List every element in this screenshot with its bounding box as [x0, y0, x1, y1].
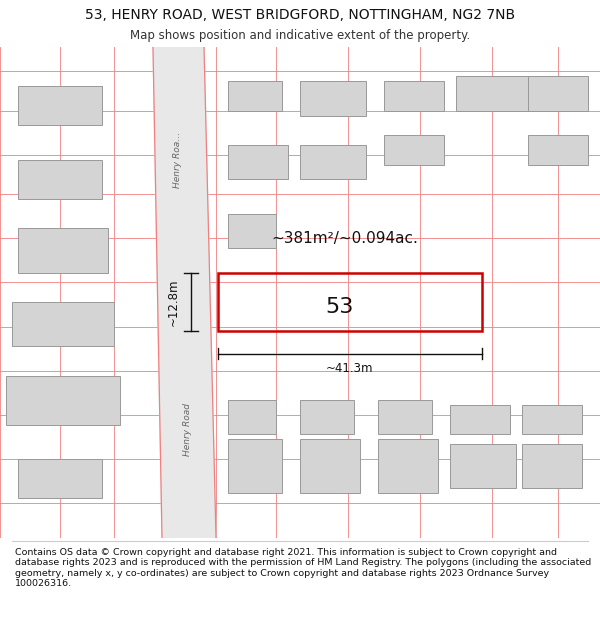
Text: ~381m²/~0.094ac.: ~381m²/~0.094ac. — [271, 231, 418, 246]
Bar — [228, 214, 276, 248]
Bar — [18, 459, 102, 498]
Text: Contains OS data © Crown copyright and database right 2021. This information is : Contains OS data © Crown copyright and d… — [15, 548, 591, 588]
Bar — [450, 405, 510, 434]
Bar — [18, 160, 102, 199]
Text: Henry Road: Henry Road — [182, 403, 192, 456]
Bar — [522, 405, 582, 434]
Bar — [300, 145, 366, 179]
Bar — [228, 145, 288, 179]
Bar — [450, 444, 516, 489]
Text: ~41.3m: ~41.3m — [326, 362, 374, 376]
Bar — [12, 302, 114, 346]
Text: 53: 53 — [325, 297, 353, 317]
Bar — [18, 228, 108, 272]
Bar — [228, 439, 282, 493]
Bar — [18, 86, 102, 126]
Bar — [456, 76, 528, 111]
Bar — [378, 400, 432, 434]
Bar — [300, 81, 366, 116]
Bar — [384, 81, 444, 111]
Bar — [384, 135, 444, 164]
Bar — [522, 444, 582, 489]
Bar — [378, 439, 438, 493]
Bar — [528, 76, 588, 111]
Bar — [528, 135, 588, 164]
Text: ~12.8m: ~12.8m — [167, 278, 180, 326]
Bar — [300, 439, 360, 493]
Polygon shape — [153, 47, 216, 538]
Bar — [228, 81, 282, 111]
Bar — [218, 272, 482, 331]
Text: Map shows position and indicative extent of the property.: Map shows position and indicative extent… — [130, 29, 470, 42]
Bar — [6, 376, 120, 424]
Bar — [300, 400, 354, 434]
Bar — [228, 400, 276, 434]
Text: 53, HENRY ROAD, WEST BRIDGFORD, NOTTINGHAM, NG2 7NB: 53, HENRY ROAD, WEST BRIDGFORD, NOTTINGH… — [85, 8, 515, 22]
Text: Henry Roa…: Henry Roa… — [173, 132, 182, 188]
